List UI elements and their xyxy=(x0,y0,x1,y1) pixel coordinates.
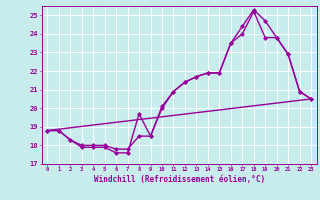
X-axis label: Windchill (Refroidissement éolien,°C): Windchill (Refroidissement éolien,°C) xyxy=(94,175,265,184)
